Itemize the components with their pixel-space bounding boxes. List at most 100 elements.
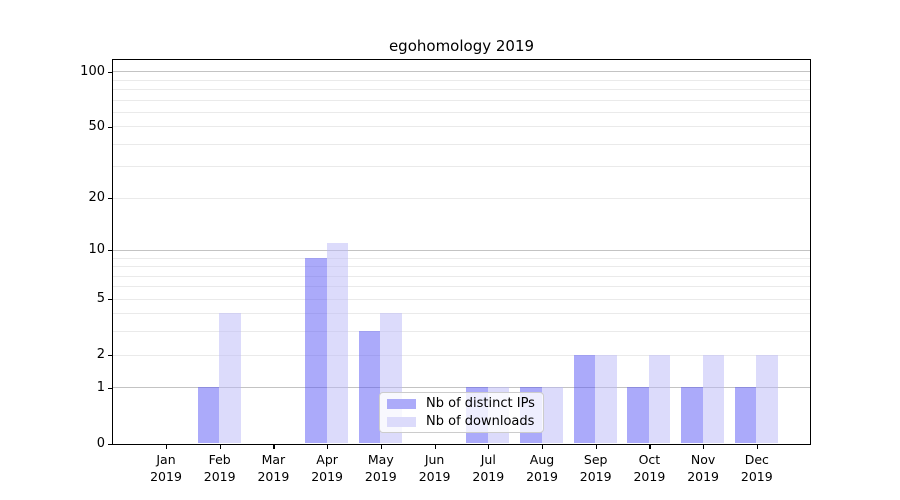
minor-gridline-90 — [113, 79, 810, 81]
x-tick-year: 2019 — [472, 468, 505, 484]
x-tick-mark-jul — [488, 445, 490, 449]
y-tick-mark — [108, 387, 112, 389]
minor-gridline-70 — [113, 99, 810, 101]
x-tick-label-jun: Jun 2019 — [403, 452, 467, 485]
legend-item-downloads: Nb of downloads — [387, 413, 536, 429]
x-tick-mark-sep — [595, 445, 597, 449]
y-tick-mark — [108, 71, 112, 73]
major-gridline-1 — [113, 387, 810, 389]
bar-feb-downloads — [219, 313, 241, 443]
x-tick-month: Apr — [316, 452, 338, 467]
x-tick-mark-apr — [327, 445, 329, 449]
bar-oct-downloads — [648, 354, 671, 443]
x-tick-year: 2019 — [150, 468, 182, 484]
x-tick-mark-nov — [703, 445, 705, 449]
x-tick-year: 2019 — [579, 468, 612, 484]
x-tick-month: Aug — [529, 452, 555, 467]
y-tick-label-5: 5 — [96, 291, 105, 307]
bar-oct-distinct-ips — [627, 387, 649, 443]
x-tick-label-jan: Jan 2019 — [134, 452, 198, 485]
x-tick-year: 2019 — [203, 468, 236, 484]
y-tick-mark — [108, 443, 112, 445]
x-tick-year: 2019 — [526, 468, 558, 484]
x-tick-label-apr: Apr 2019 — [295, 452, 359, 485]
legend-swatch-downloads — [387, 416, 416, 427]
x-tick-month: May — [367, 452, 394, 467]
x-tick-mark-aug — [542, 445, 544, 449]
y-tick-mark — [108, 126, 112, 128]
y-tick-label-0: 0 — [96, 435, 105, 451]
bar-feb-distinct-ips — [197, 387, 220, 443]
x-tick-year: 2019 — [740, 468, 773, 484]
x-tick-label-nov: Nov 2019 — [671, 452, 735, 485]
major-gridline-10 — [113, 249, 810, 251]
minor-gridline-8 — [113, 266, 810, 267]
minor-gridline-30 — [113, 166, 810, 168]
y-tick-label-10: 10 — [88, 242, 105, 258]
x-tick-label-dec: Dec 2019 — [725, 452, 789, 485]
bar-apr-distinct-ips — [305, 257, 327, 443]
bar-dec-distinct-ips — [734, 387, 757, 443]
y-tick-label-1: 1 — [96, 379, 105, 395]
x-tick-year: 2019 — [418, 468, 451, 484]
minor-gridline-80 — [113, 89, 810, 90]
bar-aug-downloads — [541, 387, 563, 443]
y-tick-mark — [108, 198, 112, 200]
x-tick-year: 2019 — [311, 468, 343, 484]
x-tick-month: Nov — [690, 452, 716, 467]
x-tick-year: 2019 — [687, 468, 719, 484]
bar-may-distinct-ips — [358, 331, 381, 443]
x-tick-mark-mar — [273, 445, 275, 449]
minor-gridline-3 — [113, 331, 810, 333]
x-tick-label-mar: Mar 2019 — [241, 452, 305, 485]
minor-gridline-6 — [113, 286, 810, 288]
x-tick-month: Jul — [480, 452, 496, 467]
x-tick-mark-jun — [434, 445, 436, 449]
x-tick-mark-dec — [756, 445, 758, 449]
x-tick-year: 2019 — [633, 468, 666, 484]
x-tick-month: Jan — [156, 452, 176, 467]
x-tick-month: Jun — [424, 452, 445, 467]
y-tick-mark — [108, 250, 112, 252]
x-tick-month: Mar — [261, 452, 286, 467]
x-tick-label-feb: Feb 2019 — [188, 452, 252, 485]
minor-gridline-4 — [113, 313, 810, 315]
plot-area — [112, 59, 811, 445]
bars-layer — [113, 60, 810, 444]
x-tick-month: Dec — [744, 452, 769, 467]
minor-gridline-60 — [113, 111, 810, 113]
x-tick-year: 2019 — [257, 468, 290, 484]
minor-gridline-50 — [113, 126, 810, 128]
y-tick-label-50: 50 — [88, 118, 105, 134]
x-tick-label-sep: Sep 2019 — [564, 452, 628, 485]
x-tick-month: Oct — [638, 452, 661, 467]
y-tick-label-20: 20 — [88, 190, 105, 206]
minor-gridline-40 — [113, 143, 810, 145]
major-gridline-100 — [113, 71, 810, 73]
chart-title: egohomology 2019 — [388, 37, 535, 55]
x-tick-mark-oct — [649, 445, 651, 449]
y-tick-mark — [108, 299, 112, 301]
legend-label-downloads: Nb of downloads — [426, 413, 535, 429]
y-tick-label-2: 2 — [96, 347, 105, 362]
x-tick-year: 2019 — [364, 468, 397, 484]
minor-gridline-5 — [113, 298, 810, 300]
x-tick-label-jul: Jul 2019 — [456, 452, 520, 485]
bar-apr-downloads — [326, 242, 349, 443]
x-tick-mark-jan — [166, 445, 168, 449]
x-tick-month: Feb — [208, 452, 231, 467]
legend: Nb of distinct IPs Nb of downloads — [379, 392, 544, 433]
minor-gridline-2 — [113, 354, 810, 356]
bar-sep-distinct-ips — [573, 354, 596, 443]
bar-sep-downloads — [595, 354, 617, 443]
legend-swatch-distinct-ips — [387, 398, 416, 409]
minor-gridline-7 — [113, 275, 810, 277]
y-tick-mark — [108, 355, 112, 357]
legend-item-distinct-ips: Nb of distinct IPs — [387, 396, 536, 411]
x-tick-mark-feb — [219, 445, 221, 449]
gridlines-layer — [113, 60, 810, 444]
bar-dec-downloads — [756, 354, 778, 443]
x-tick-label-may: May 2019 — [349, 452, 413, 485]
x-tick-label-aug: Aug 2019 — [510, 452, 574, 485]
